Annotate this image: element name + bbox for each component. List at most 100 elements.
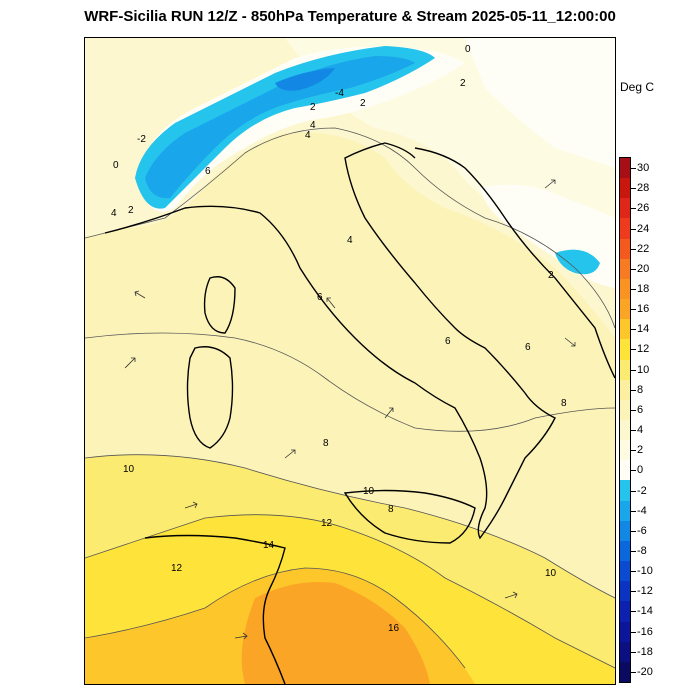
alps-band-0 [145, 46, 465, 212]
contour-label: 0 [465, 44, 471, 55]
coastline [104, 142, 615, 684]
colorbar-segment [620, 520, 630, 542]
colorbar-tick [631, 652, 636, 653]
colorbar-tick-label: 10 [637, 364, 650, 376]
field-16-18 [241, 582, 430, 684]
contour-label: 6 [525, 342, 531, 353]
colorbar-tick-label: 22 [637, 243, 650, 255]
colorbar-tick [631, 329, 636, 330]
alps-band-minus4 [145, 56, 415, 199]
cold-spot-balkans [555, 249, 600, 275]
contour-label: 10 [123, 464, 135, 475]
colorbar-segment [620, 359, 630, 381]
contour-label: 4 [305, 130, 311, 141]
alps-core [275, 68, 335, 91]
colorbar-segment [620, 420, 630, 441]
map-title: WRF-Sicilia RUN 12/Z - 850hPa Temperatur… [84, 8, 616, 25]
colorbar-segment [620, 440, 630, 461]
colorbar-segment [620, 258, 630, 280]
colorbar [619, 157, 631, 683]
colorbar-tick [631, 672, 636, 673]
contour-label: 12 [171, 563, 183, 574]
contour-label: 2 [310, 102, 316, 113]
colorbar-tick [631, 229, 636, 230]
colorbar-tick [631, 410, 636, 411]
colorbar-segment [620, 158, 630, 179]
contour-label: 6 [205, 166, 211, 177]
contour-label: 8 [561, 398, 567, 409]
colorbar-segment [620, 238, 630, 260]
contour-labels: 0 2 4 2 2 4 0 -2 -4 6 4 2 4 6 6 2 6 8 8 … [111, 44, 567, 634]
colorbar-tick-label: 16 [637, 303, 650, 315]
colorbar-segment [620, 540, 630, 562]
colorbar-tick-label: -2 [637, 485, 647, 497]
colorbar-segment [620, 399, 630, 421]
colorbar-tick-label: 18 [637, 283, 650, 295]
colorbar-tick [631, 168, 636, 169]
colorbar-segment [620, 581, 630, 602]
colorbar-segment [620, 339, 630, 361]
colorbar-tick [631, 390, 636, 391]
colorbar-tick-label: 20 [637, 263, 650, 275]
colorbar-segment [620, 661, 630, 683]
colorbar-tick-label: -12 [637, 585, 653, 597]
colorbar-tick [631, 430, 636, 431]
contour-label: -2 [137, 134, 146, 145]
contour-label: 14 [263, 540, 275, 551]
colorbar-tick [631, 289, 636, 290]
colorbar-tick [631, 491, 636, 492]
colorbar-segment [620, 480, 630, 502]
colorbar-tick-label: -4 [637, 505, 647, 517]
contour-label: 16 [388, 623, 400, 634]
contour-label: 10 [545, 568, 557, 579]
contour-label: 4 [310, 120, 316, 131]
contour-label: 8 [388, 504, 394, 515]
colorbar-tick-label: 0 [637, 464, 644, 476]
temperature-map: 0 2 4 2 2 4 0 -2 -4 6 4 2 4 6 6 2 6 8 8 … [84, 37, 616, 685]
colorbar-tick-label: -8 [637, 545, 647, 557]
colorbar-tick [631, 370, 636, 371]
colorbar-tick-label: 12 [637, 343, 650, 355]
colorbar-segment [620, 460, 630, 481]
colorbar-tick-label: 4 [637, 424, 644, 436]
contour-label: 2 [460, 78, 466, 89]
colorbar-tick-label: -18 [637, 646, 653, 658]
colorbar-tick-label: 24 [637, 223, 650, 235]
colorbar-tick [631, 249, 636, 250]
colorbar-segment [620, 198, 630, 219]
contour-label: -4 [335, 88, 344, 99]
colorbar-tick [631, 511, 636, 512]
units-label: Deg C [620, 80, 655, 94]
colorbar-segment [620, 641, 630, 663]
colorbar-tick [631, 208, 636, 209]
contour-label: 0 [113, 160, 119, 171]
colorbar-tick-label: 26 [637, 202, 650, 214]
colorbar-tick [631, 551, 636, 552]
colorbar-tick [631, 632, 636, 633]
contour-label: 2 [128, 205, 134, 216]
contour-label: 8 [323, 438, 329, 449]
colorbar-tick-label: -6 [637, 525, 647, 537]
contour-label: 2 [548, 270, 554, 281]
colorbar-tick-label: -16 [637, 626, 653, 638]
colorbar-segment [620, 621, 630, 643]
colorbar-tick-label: 28 [637, 182, 650, 194]
colorbar-tick [631, 470, 636, 471]
colorbar-tick-label: -10 [637, 565, 653, 577]
contour-label: 10 [363, 486, 375, 497]
colorbar-tick-label: -20 [637, 666, 653, 678]
colorbar-segment [620, 218, 630, 240]
contour-label: 4 [111, 208, 117, 219]
colorbar-segment [620, 500, 630, 522]
stream-arrows [124, 179, 576, 640]
colorbar-segment [620, 319, 630, 340]
colorbar-segment [620, 561, 630, 582]
colorbar-tick-label: 8 [637, 384, 644, 396]
colorbar-tick-label: 30 [637, 162, 650, 174]
colorbar-tick [631, 591, 636, 592]
colorbar-tick-label: 14 [637, 323, 650, 335]
colorbar-tick-label: 2 [637, 444, 644, 456]
colorbar-tick [631, 611, 636, 612]
field-0-2 [465, 38, 615, 168]
contour-label: 4 [347, 235, 353, 246]
